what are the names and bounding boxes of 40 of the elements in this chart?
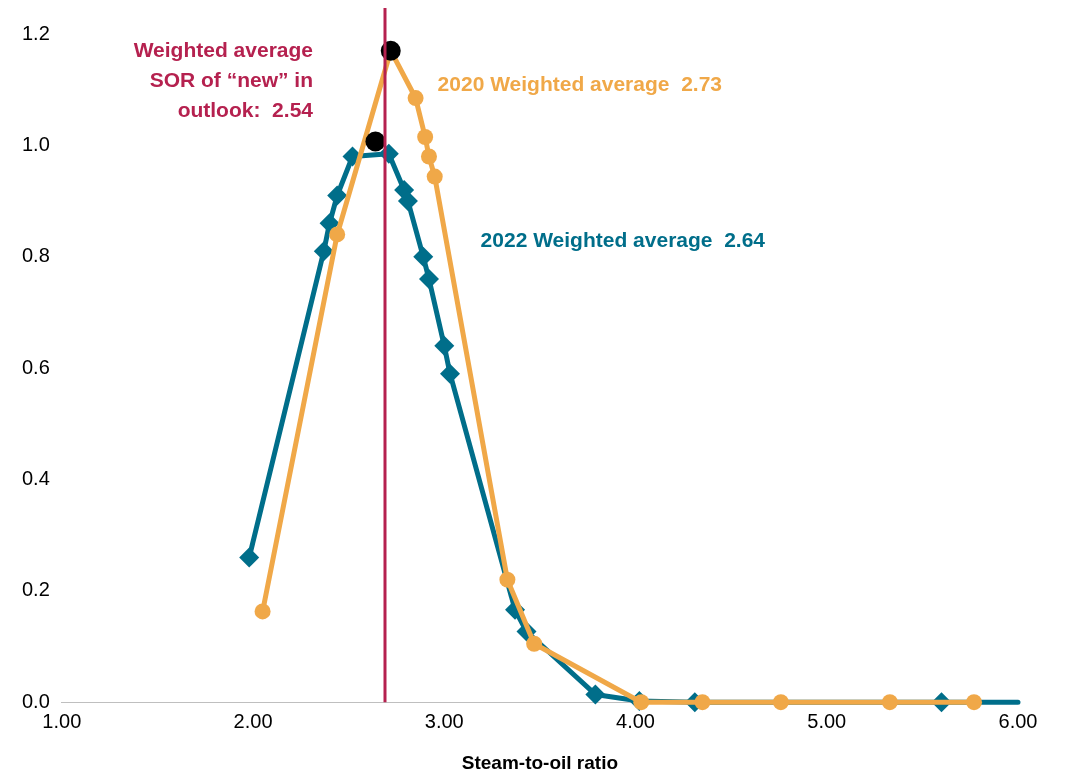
point [426,168,443,185]
annotation: 2022 Weighted average 2.64 [480,227,766,251]
point [329,226,346,243]
point [365,131,386,152]
x-tick-label: 2.00 [233,709,273,732]
annotation: Weighted average SOR of “new” in outlook: 2.54 [133,37,314,121]
point [254,603,271,620]
y-tick-label: 0.4 [21,466,50,489]
point [407,90,424,107]
x-tick-label: 5.00 [807,709,847,732]
point [772,694,789,711]
point [397,191,418,212]
x-axis-title: Steam-to-oil ratio [461,751,619,773]
y-tick-label: 0.0 [21,689,50,712]
x-tick-label: 6.00 [998,709,1038,732]
annotation: 2020 Weighted average 2.73 [437,72,723,96]
point [420,148,437,165]
point [313,241,334,262]
point [694,694,711,711]
point [319,213,340,234]
point [413,246,434,267]
point [499,571,516,588]
point [585,684,606,705]
point [881,694,898,711]
point [418,269,439,290]
y-tick-label: 0.6 [21,355,50,378]
y-tick-label: 0.8 [21,244,50,267]
point [526,635,543,652]
y-tick-label: 0.2 [21,578,50,601]
point [327,185,348,206]
point [417,129,434,146]
x-tick-label: 4.00 [616,709,655,732]
y-tick-label: 1.0 [21,132,50,155]
point [966,694,983,711]
point [434,335,455,356]
x-tick-label: 1.00 [42,709,82,732]
point [440,363,461,384]
y-tick-label: 1.2 [21,21,50,44]
x-tick-label: 3.00 [424,709,464,732]
point [239,547,260,568]
